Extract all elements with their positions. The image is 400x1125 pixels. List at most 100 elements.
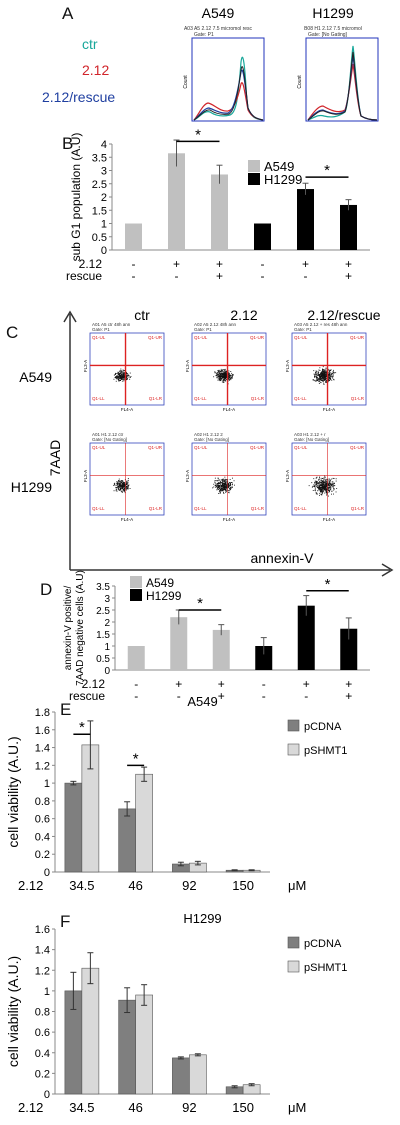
dot <box>115 380 117 382</box>
dot <box>115 376 117 378</box>
dot <box>130 376 132 377</box>
dot <box>329 485 331 487</box>
dot <box>231 375 233 377</box>
dot <box>320 482 322 483</box>
dot <box>216 486 217 487</box>
dot <box>320 379 322 381</box>
dot <box>315 376 317 378</box>
dot-plot-xlabel: FL4-A <box>121 407 133 412</box>
dot <box>221 481 223 483</box>
dot <box>317 373 319 375</box>
dot <box>328 491 330 493</box>
treatment-sign-b: + <box>173 257 180 271</box>
dot <box>321 477 323 479</box>
dot <box>318 383 320 384</box>
dot <box>323 373 324 375</box>
dot <box>121 491 123 493</box>
dot <box>314 482 315 484</box>
dot <box>220 379 222 381</box>
dot <box>225 374 227 376</box>
dot <box>324 486 326 488</box>
dot <box>326 490 328 492</box>
dot <box>117 377 119 379</box>
dot <box>228 492 230 494</box>
quadrant-label-ul: Q1-UL <box>294 445 308 450</box>
dot <box>217 376 218 378</box>
dot-plot-ylabel: FL3-A <box>285 360 290 372</box>
quadrant-label-ur: Q1-UR <box>250 335 265 340</box>
dot <box>123 483 125 485</box>
dot <box>322 485 323 487</box>
dot <box>327 491 329 493</box>
dot <box>222 481 224 483</box>
dot <box>219 482 221 484</box>
dot <box>127 485 129 487</box>
dot <box>120 488 121 490</box>
y-axis-title-d: annexin-V positive/ <box>63 586 74 671</box>
dot <box>316 374 318 375</box>
dot <box>115 377 117 379</box>
y-tick-label-b: 2.5 <box>92 179 107 191</box>
dot <box>217 478 219 480</box>
dot <box>124 484 125 486</box>
dot <box>332 477 334 479</box>
dot <box>323 489 324 491</box>
dot <box>224 369 226 371</box>
dot <box>329 370 330 372</box>
dot-plot-ylabel: FL3-A <box>285 470 290 482</box>
dot <box>124 486 126 488</box>
dot <box>315 378 317 380</box>
dot <box>222 373 224 375</box>
dot <box>313 485 315 487</box>
dot <box>319 374 321 376</box>
dot <box>313 484 315 486</box>
dot <box>329 374 330 376</box>
dot <box>127 374 129 376</box>
dot <box>326 481 328 482</box>
dot <box>316 486 318 488</box>
dot <box>318 374 320 376</box>
dot <box>226 484 228 486</box>
dot <box>122 375 124 377</box>
dot <box>319 379 321 381</box>
chart-title-e: A549 <box>187 694 217 709</box>
treatment-sign-d: + <box>218 677 225 691</box>
dot <box>230 483 231 484</box>
dot <box>121 375 122 377</box>
significance-star-d: * <box>197 595 203 612</box>
dot <box>226 480 228 482</box>
y-tick-label-e: 1.8 <box>35 707 50 719</box>
dot <box>123 482 125 483</box>
dot <box>329 375 331 377</box>
dot <box>222 483 223 485</box>
dot <box>311 482 313 484</box>
dot <box>122 371 124 373</box>
dot <box>322 373 324 375</box>
dot <box>230 484 231 485</box>
dot <box>222 370 224 372</box>
dot <box>328 490 330 492</box>
dot <box>116 373 118 374</box>
dot <box>123 488 125 490</box>
dot <box>118 480 120 482</box>
dot <box>331 375 332 377</box>
dot <box>318 488 320 490</box>
dot <box>125 487 127 489</box>
dot <box>224 485 225 486</box>
dot <box>218 370 219 372</box>
dot <box>324 485 325 487</box>
quadrant-label-ul: Q1-UL <box>92 335 106 340</box>
dot <box>116 488 118 490</box>
dot <box>120 374 122 376</box>
dot <box>124 374 125 376</box>
y-tick-label-e: 0.8 <box>35 796 50 808</box>
dot <box>332 373 334 375</box>
dot <box>119 377 121 379</box>
quadrant-label-ul: Q1-UL <box>92 445 106 450</box>
dot <box>217 485 219 487</box>
dot <box>316 476 318 478</box>
dot <box>319 486 320 488</box>
dot <box>223 492 224 493</box>
dot <box>314 487 316 489</box>
dot <box>226 490 228 492</box>
